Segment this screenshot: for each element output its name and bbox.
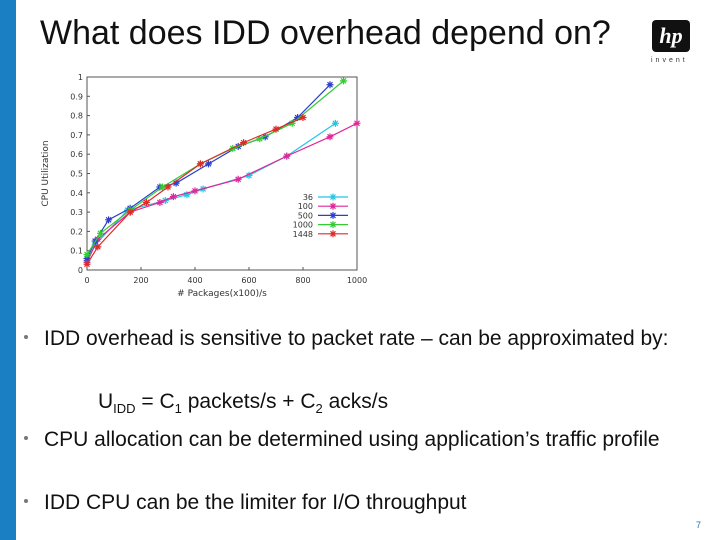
formula-c2-sub: 2 <box>315 401 323 417</box>
data-point <box>172 179 180 187</box>
bullet-dot <box>24 436 28 440</box>
slide-title: What does IDD overhead depend on? <box>40 14 611 52</box>
data-point <box>294 114 302 122</box>
series-line-100 <box>86 122 358 263</box>
data-point <box>234 175 242 183</box>
data-point <box>83 254 91 262</box>
cpu-utilization-chart: 0 200 400 600 800 1000 0 0.1 0.2 0.3 0.4 0.5 0.6 0.7 0… <box>41 73 367 299</box>
formula-middle: packets/s + C <box>181 390 316 413</box>
y-tick-label: 1 <box>78 73 83 82</box>
data-point <box>240 139 248 147</box>
formula-u: U <box>98 390 114 413</box>
legend-label-36: 36 <box>303 193 313 202</box>
y-tick-label: 0.4 <box>70 189 83 198</box>
y-tick-label: 0 <box>78 266 83 275</box>
formula-end: acks/s <box>322 390 389 413</box>
data-point <box>288 119 296 127</box>
data-point <box>299 114 307 122</box>
bullet-text: CPU allocation can be determined using a… <box>44 428 660 451</box>
data-point <box>256 135 264 143</box>
data-point <box>329 221 337 229</box>
data-point <box>156 198 164 206</box>
bullet-item: IDD CPU can be the limiter for I/O throu… <box>24 490 467 516</box>
data-point <box>272 125 280 133</box>
data-point <box>340 77 347 85</box>
data-point <box>126 208 134 216</box>
formula-c1-sub: 1 <box>174 401 182 417</box>
data-point <box>183 191 191 199</box>
data-point <box>105 216 113 224</box>
data-point <box>83 260 91 268</box>
data-point <box>283 152 291 160</box>
x-tick-label: 200 <box>133 276 148 285</box>
data-point <box>94 243 102 251</box>
data-point <box>191 187 199 195</box>
data-point <box>142 198 150 206</box>
data-point <box>164 183 172 191</box>
plot-frame <box>86 76 358 271</box>
data-point <box>326 81 334 89</box>
data-point <box>329 193 337 201</box>
bullet-dot <box>24 335 28 339</box>
legend-label-500: 500 <box>298 211 313 220</box>
y-tick-label: 0.3 <box>70 208 83 217</box>
data-point <box>329 211 337 219</box>
data-point <box>196 160 204 168</box>
y-tick-label: 0.5 <box>70 170 83 179</box>
series-line-36 <box>86 122 336 261</box>
hp-logo: hp <box>652 20 690 52</box>
y-tick-label: 0.6 <box>70 150 83 159</box>
bullet-dot <box>24 499 28 503</box>
x-tick-label: 800 <box>295 276 310 285</box>
bullet-text: IDD CPU can be the limiter for I/O throu… <box>44 491 467 514</box>
bullet-item: IDD overhead is sensitive to packet rate… <box>24 326 669 352</box>
idd-formula: UIDD = C1 packets/s + C2 acks/s <box>98 390 388 416</box>
legend-label-100: 100 <box>298 202 313 211</box>
bullet-item: CPU allocation can be determined using a… <box>24 427 660 453</box>
x-tick-label: 1000 <box>347 276 367 285</box>
hp-logo-tagline: invent <box>651 57 688 64</box>
data-point <box>326 133 334 141</box>
y-tick-label: 0.8 <box>70 112 83 121</box>
data-point <box>245 171 253 179</box>
data-point <box>205 160 212 168</box>
data-point <box>159 183 167 191</box>
data-point <box>169 193 177 201</box>
y-tick-label: 0.2 <box>70 227 83 236</box>
data-point <box>331 119 339 127</box>
formula-u-sub: IDD <box>113 401 136 417</box>
y-tick-label: 0.7 <box>70 131 83 140</box>
legend-label-1448: 1448 <box>293 230 313 239</box>
data-point <box>329 230 337 238</box>
x-tick-label: 0 <box>84 276 89 285</box>
data-point <box>329 202 337 210</box>
formula-eq: = C <box>135 390 175 413</box>
x-tick-label: 600 <box>241 276 256 285</box>
y-tick-label: 0.9 <box>70 92 83 101</box>
y-axis-label: CPU Utilization <box>41 140 51 206</box>
page-number: 7 <box>696 520 702 530</box>
left-accent-bar <box>0 0 16 540</box>
data-point <box>97 229 104 237</box>
bullet-text: IDD overhead is sensitive to packet rate… <box>44 327 669 350</box>
data-point <box>83 251 91 259</box>
x-tick-label: 400 <box>187 276 202 285</box>
data-point <box>353 119 361 127</box>
y-tick-label: 0.1 <box>70 247 83 256</box>
legend-label-1000: 1000 <box>293 221 313 230</box>
x-axis-label: # Packages(x100)/s <box>177 289 267 299</box>
